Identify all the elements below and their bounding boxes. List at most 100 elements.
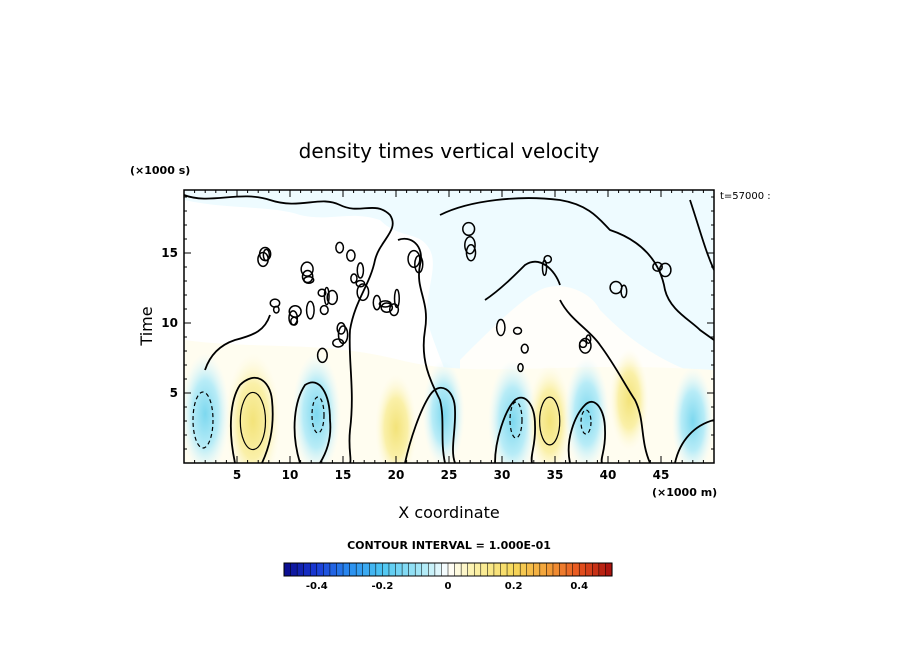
field-feature-negative — [488, 360, 538, 463]
colorbar-segment — [290, 562, 298, 577]
positive-contour — [239, 391, 267, 451]
colorbar-segment — [382, 562, 390, 577]
contour-island — [346, 249, 356, 262]
x-tick-label: 15 — [335, 468, 352, 482]
contour-island — [356, 283, 370, 302]
colorbar-segment — [480, 562, 488, 577]
contour-island — [609, 280, 623, 295]
axis-ticks — [184, 190, 714, 463]
colorbar-segment — [572, 562, 580, 577]
colorbar-tick-label: -0.4 — [306, 581, 328, 592]
colorbar-segment — [375, 562, 383, 577]
contour-island — [578, 339, 588, 349]
contour-island — [393, 288, 400, 309]
colorbar-segment — [421, 562, 429, 577]
colorbar-segment — [460, 562, 469, 577]
contour-island — [319, 304, 329, 316]
y-axis-label: Time — [137, 306, 156, 346]
contour-island — [335, 241, 345, 254]
y-tick-label: 5 — [170, 386, 178, 400]
contour-island — [658, 262, 672, 278]
contour-island — [464, 236, 476, 255]
contour-island — [326, 289, 339, 306]
colorbar-segment — [349, 562, 357, 577]
colorbar-segment — [565, 562, 574, 577]
x-tick-label: 30 — [494, 468, 511, 482]
colorbar-segment — [355, 562, 364, 577]
chart-title: density times vertical velocity — [299, 139, 600, 163]
colorbar-segment — [296, 562, 305, 577]
colorbar-segment — [539, 562, 547, 577]
contour-island — [317, 288, 327, 298]
field-feature-negative — [292, 353, 341, 463]
contour-island — [652, 261, 663, 272]
contour-interval-label: CONTOUR INTERVAL = 1.000E-01 — [347, 539, 551, 552]
colorbar-segment — [309, 562, 318, 577]
contour-island — [303, 275, 315, 285]
contour-island — [305, 300, 315, 320]
colorbar-segment — [559, 562, 567, 577]
contour-island — [585, 334, 592, 345]
colorbar-segment — [441, 562, 449, 577]
colorbar-segment — [395, 562, 403, 577]
colorbar-segment — [493, 562, 502, 577]
contour-island — [388, 303, 400, 317]
colorbar-segment — [434, 562, 442, 577]
colorbar-segment — [401, 562, 410, 577]
contour-island — [350, 273, 358, 284]
colorbar-segment — [369, 562, 377, 577]
colorbar-segment — [506, 562, 515, 577]
field-feature-positive — [224, 353, 281, 463]
contour-island — [465, 244, 477, 262]
positive-contour — [539, 396, 561, 446]
contour-island — [316, 347, 328, 364]
x-tick-label: 10 — [282, 468, 299, 482]
contour-island — [520, 343, 529, 354]
colorbar-segment — [323, 562, 331, 577]
colorbar-segment — [487, 562, 495, 577]
colorbar-tick-label: 0.2 — [505, 581, 523, 592]
contour-island — [543, 254, 553, 264]
colorbar-segment — [467, 562, 475, 577]
colorbar-segment — [342, 562, 351, 577]
contour-island — [290, 316, 299, 326]
colorbar-segment — [500, 562, 508, 577]
colorbar-segment — [408, 562, 416, 577]
contour-island — [355, 279, 366, 288]
field-feature-negative — [184, 353, 230, 463]
plot-area: 5 10 15 20 25 30 35 40 45 5 10 15 — [161, 189, 715, 482]
colorbar-segment — [362, 562, 370, 577]
y-tick-label: 10 — [161, 316, 178, 330]
colorbar-tick-label: 0.4 — [570, 581, 588, 592]
x-tick-label: 20 — [388, 468, 405, 482]
colorbar-segment — [578, 562, 587, 577]
field-feature-positive — [375, 374, 417, 463]
colorbar-frame — [283, 562, 613, 577]
colorbar-segment — [303, 562, 311, 577]
colorbar-segment — [316, 562, 324, 577]
contour-island — [495, 318, 506, 337]
contour-island — [332, 338, 345, 348]
contour-island — [512, 326, 523, 335]
colorbar-segment — [605, 562, 613, 577]
colorbar-segment — [447, 562, 456, 577]
contour-island — [541, 259, 548, 277]
contour-island — [356, 262, 365, 279]
colorbar-segment — [513, 562, 521, 577]
contour-island — [517, 362, 524, 373]
colorbar-segment — [598, 562, 606, 577]
colorbar-segment — [585, 562, 593, 577]
colorbar-segment — [454, 562, 462, 577]
y-tick-label: 15 — [161, 246, 178, 260]
colorbar-segment — [473, 562, 482, 577]
x-tick-label: 40 — [600, 468, 617, 482]
colorbar-segment — [533, 562, 541, 577]
colorbar-segment — [526, 562, 534, 577]
colorbar-segment — [329, 562, 338, 577]
colorbar-segment — [519, 562, 528, 577]
contour-island — [380, 302, 394, 313]
x-tick-label: 35 — [547, 468, 564, 482]
contour-island — [272, 305, 280, 314]
field-feature-positive — [527, 364, 573, 463]
colorbar-segment — [283, 562, 292, 577]
